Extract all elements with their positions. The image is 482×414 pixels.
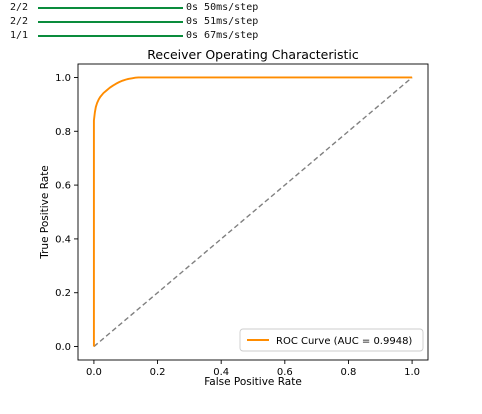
progress-bar [38, 21, 183, 23]
y-tick-label: 0.4 [55, 234, 71, 245]
progress-bar-fill [38, 7, 183, 9]
y-tick-label: 0.6 [55, 181, 71, 192]
step-count: 2/2 [10, 16, 29, 27]
x-tick-label: 0.0 [86, 367, 102, 378]
y-tick-label: 0.2 [55, 288, 71, 299]
y-tick-label: 0.0 [55, 342, 71, 353]
step-count: 1/1 [10, 30, 29, 41]
x-axis-ticks: 0.0 0.2 0.4 0.6 0.8 1.0 [86, 360, 420, 378]
progress-bar-fill [38, 35, 183, 37]
x-axis-label: False Positive Rate [204, 376, 302, 388]
progress-bar [38, 35, 183, 37]
x-tick-label: 1.0 [404, 367, 420, 378]
roc-chart: Receiver Operating Characteristic 0.0 0.2… [39, 47, 429, 388]
progress-bar-fill [38, 21, 183, 23]
step-timing: 0s 67ms/step [186, 30, 259, 41]
step-timing: 0s 50ms/step [186, 2, 259, 13]
legend-box [239, 328, 424, 352]
roc-curve-line [92, 76, 413, 347]
y-tick-label: 0.8 [55, 127, 71, 138]
step-timing: 0s 51ms/step [186, 16, 259, 27]
x-tick-label: 0.4 [213, 367, 229, 378]
y-axis-ticks: 0.0 0.2 0.4 0.6 0.8 1.0 [55, 73, 78, 353]
legend: ROC Curve (AUC = 0.9948) [239, 328, 424, 352]
step-count: 2/2 [10, 2, 29, 13]
y-axis-label: True Positive Rate [39, 165, 51, 260]
x-tick-label: 0.6 [277, 367, 293, 378]
x-tick-label: 0.8 [341, 367, 357, 378]
x-tick-label: 0.2 [150, 367, 166, 378]
chart-title: Receiver Operating Characteristic [147, 47, 359, 62]
random-guess-line [93, 76, 413, 348]
progress-bar [38, 7, 183, 9]
series-layer [92, 76, 413, 348]
y-tick-label: 1.0 [55, 73, 71, 84]
legend-label: ROC Curve (AUC = 0.9948) [276, 336, 412, 347]
console-output: 2/2 0s 50ms/step 2/2 0s 51ms/step 1/1 0s… [0, 0, 482, 48]
